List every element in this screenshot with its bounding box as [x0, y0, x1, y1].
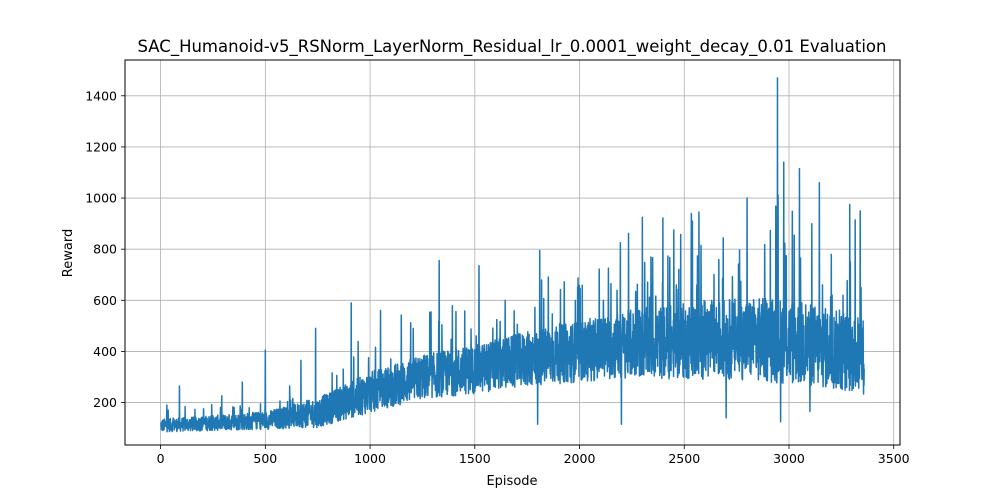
y-axis-label: Reward [61, 229, 76, 277]
x-tick-label: 0 [157, 451, 165, 466]
y-tick-label: 400 [93, 344, 117, 359]
x-tick-label: 1500 [459, 451, 491, 466]
y-tick-label: 1000 [85, 191, 117, 206]
y-tick-label: 800 [93, 242, 117, 257]
x-tick-label: 3500 [878, 451, 910, 466]
y-tick-label: 600 [93, 293, 117, 308]
series-line [160, 77, 865, 433]
plot-frame [124, 59, 901, 446]
x-tick-label: 500 [253, 451, 277, 466]
y-tick-label: 200 [93, 395, 117, 410]
x-tick-label: 2500 [668, 451, 700, 466]
x-tick-label: 2000 [564, 451, 596, 466]
x-axis-ticks: 0 500 1000 1500 2000 2500 3000 3500 [157, 445, 910, 466]
chart-title: SAC_Humanoid-v5_RSNorm_LayerNorm_Residua… [138, 37, 887, 57]
series-group [160, 77, 865, 433]
y-tick-label: 1200 [85, 139, 117, 154]
y-axis-ticks: 200 400 600 800 1000 1200 1400 [85, 88, 125, 410]
y-tick-label: 1400 [85, 88, 117, 103]
x-axis-label: Episode [486, 474, 537, 489]
x-tick-label: 3000 [773, 451, 805, 466]
x-tick-label: 1000 [354, 451, 386, 466]
